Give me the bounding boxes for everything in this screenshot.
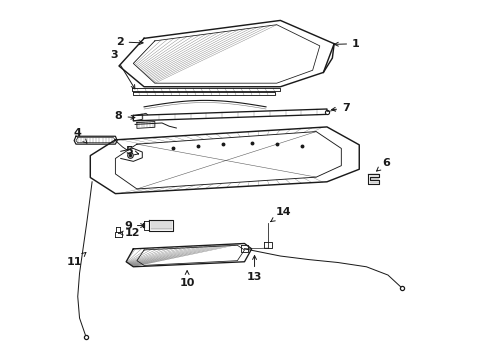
Text: 1: 1: [334, 39, 359, 49]
Text: 14: 14: [270, 207, 291, 222]
Text: 5: 5: [125, 146, 139, 156]
Text: 2: 2: [116, 37, 143, 47]
Text: 8: 8: [115, 111, 135, 121]
Text: 12: 12: [119, 228, 140, 238]
Text: 10: 10: [179, 271, 194, 288]
Text: 4: 4: [74, 129, 87, 143]
Text: 11: 11: [67, 252, 86, 267]
Text: 13: 13: [246, 256, 262, 282]
Text: 3: 3: [110, 50, 135, 89]
Text: 9: 9: [124, 221, 144, 230]
Text: 7: 7: [331, 103, 349, 113]
Text: 6: 6: [376, 158, 389, 171]
